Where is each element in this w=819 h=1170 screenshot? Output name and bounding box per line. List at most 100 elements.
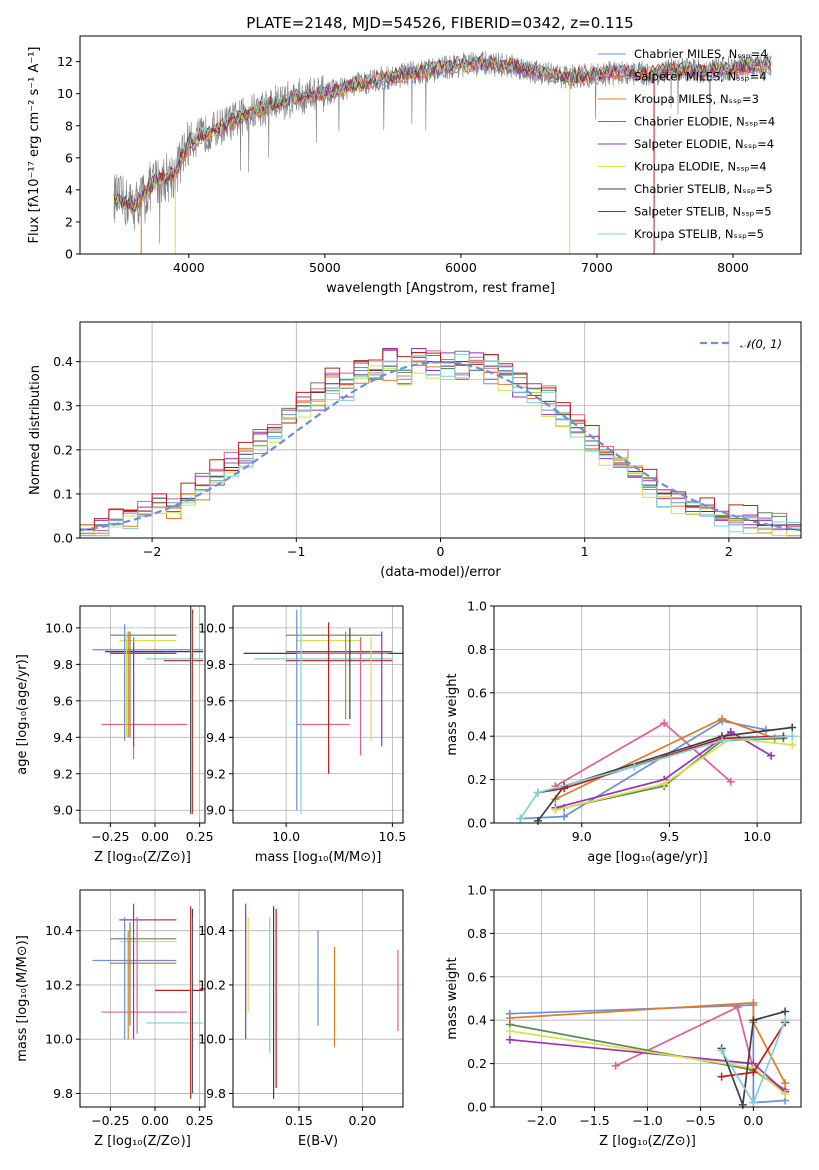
y-tick-label: 0.8 — [467, 642, 487, 657]
panel-7: 0.15 0.20 9.8 10.0 10.2 10.4 E(B-V) — [198, 889, 404, 1149]
y-tick-label: 0.0 — [467, 1100, 487, 1115]
y-tick-label: 0.2 — [467, 772, 487, 787]
y-tick-label: 10.4 — [45, 923, 73, 938]
series-line — [509, 1001, 786, 1084]
x-tick-label: 10.0 — [272, 829, 300, 844]
x-tick-label: −2 — [143, 544, 161, 559]
panel-8: −2.0 −1.5 −1.0 −0.5 0.0 0.0 0.2 0.4 0.6 0.8 1.0 Z [… — [445, 883, 802, 1149]
data-point — [749, 1098, 758, 1107]
y-tick-label: 9.2 — [53, 766, 73, 781]
series-line — [537, 726, 793, 822]
y-tick-label: 10.0 — [45, 1032, 73, 1047]
axes-frame — [232, 605, 404, 824]
x-tick-label: −1.0 — [632, 1113, 662, 1128]
data-point — [505, 1035, 514, 1044]
y-tick-label: 0.0 — [53, 531, 73, 546]
y-tick-label: 9.6 — [206, 693, 226, 708]
legend-entry: Salpeter STELIB, Nₛₛₚ=5 — [634, 205, 772, 219]
legend-entry: Kroupa STELIB, Nₛₛₚ=5 — [634, 227, 764, 241]
data-point — [781, 1007, 790, 1016]
y-tick-label: 9.8 — [53, 657, 73, 672]
axes-frame — [493, 605, 802, 824]
x-tick-label: 5000 — [309, 260, 341, 275]
data-point — [718, 736, 727, 745]
axes-frame — [79, 35, 802, 255]
plot-area — [516, 714, 797, 825]
y-tick-label: 10.0 — [198, 620, 226, 635]
histogram-step-line — [80, 353, 801, 537]
plot-area — [92, 606, 204, 814]
y-tick-label: 10.2 — [45, 977, 73, 992]
data-point — [611, 1061, 620, 1070]
y-tick-label: 2 — [65, 214, 73, 229]
y-tick-label: 0.4 — [53, 354, 73, 369]
y-tick-label: 6 — [65, 150, 73, 165]
model-spectrum-line — [113, 52, 772, 210]
data-point — [788, 732, 797, 741]
y-tick-label: 1.0 — [467, 883, 487, 898]
panel-5: 9.0 9.5 10.0 0.0 0.2 0.4 0.6 0.8 1.0 age [log₁₀(a… — [445, 599, 802, 865]
x-tick-label: −2.0 — [526, 1113, 556, 1128]
data-point — [533, 788, 542, 797]
series-line — [720, 1010, 786, 1106]
data-point — [551, 782, 560, 791]
x-tick-label: 10.0 — [743, 829, 771, 844]
y-tick-label: 0 — [65, 247, 73, 262]
x-tick-label: 0.0 — [743, 1113, 763, 1128]
x-tick-label: 10.5 — [378, 829, 406, 844]
legend-entry: Chabrier STELIB, Nₛₛₚ=5 — [634, 182, 773, 196]
panel-3: −0.25 0.00 0.25 9.0 9.2 9.4 9.6 9.8 10.0 Z [log₁₀… — [15, 605, 214, 865]
data-point — [767, 751, 776, 760]
y-tick-label: 0.2 — [467, 1056, 487, 1071]
axes-frame — [79, 605, 206, 824]
y-tick-label: 10.0 — [45, 620, 73, 635]
y-tick-label: 0.6 — [467, 969, 487, 984]
y-tick-label: 0.4 — [467, 729, 487, 744]
x-axis-label: age [log₁₀(age/yr)] — [587, 850, 708, 865]
plot-area — [245, 903, 399, 1099]
y-tick-label: 9.0 — [206, 803, 226, 818]
y-tick-label: 10.2 — [198, 977, 226, 992]
y-tick-label: 9.6 — [53, 693, 73, 708]
x-tick-label: 4000 — [173, 260, 205, 275]
y-axis-label: Flux [fλ10⁻¹⁷ erg cm⁻² s⁻¹ A⁻¹] — [27, 47, 42, 244]
y-tick-label: 4 — [65, 182, 73, 197]
y-tick-label: 8 — [65, 118, 73, 133]
legend-entry: Chabrier MILES, Nₛₛₚ=4 — [634, 47, 768, 61]
x-tick-label: 0.25 — [186, 829, 214, 844]
x-tick-label: 9.5 — [659, 829, 679, 844]
panel-1: 4000 5000 6000 7000 8000 0 2 4 6 8 10 12 wavelength … — [27, 14, 802, 296]
x-axis-label: Z [log₁₀(Z/Z⊙)] — [599, 1134, 696, 1149]
legend: 𝒩(0, 1) — [700, 337, 782, 351]
data-point — [630, 762, 639, 771]
y-tick-label: 0.4 — [467, 1013, 487, 1028]
y-axis-label: mass [log₁₀(M/M⊙)] — [15, 935, 30, 1062]
panel-4: 10.0 10.5 9.0 9.2 9.4 9.6 9.8 10.0 mass [log₁₀(M… — [198, 605, 406, 865]
x-tick-label: −0.5 — [685, 1113, 715, 1128]
normal-curve-line — [79, 360, 802, 532]
y-tick-label: 9.8 — [206, 657, 226, 672]
data-point — [749, 1068, 758, 1077]
y-tick-label: 12 — [57, 54, 73, 69]
series-line — [555, 717, 775, 800]
y-tick-label: 0.0 — [467, 816, 487, 831]
x-tick-label: −0.25 — [91, 1113, 129, 1128]
axes-frame — [232, 889, 404, 1108]
x-axis-label: E(B-V) — [298, 1134, 338, 1149]
data-point — [749, 998, 758, 1007]
y-tick-label: 10.4 — [198, 923, 226, 938]
legend-entry: Chabrier ELODIE, Nₛₛₚ=4 — [634, 115, 775, 129]
data-point — [788, 740, 797, 749]
y-tick-label: 0.2 — [53, 442, 73, 457]
data-point — [551, 805, 560, 814]
x-tick-label: 2 — [725, 544, 733, 559]
x-tick-label: 1 — [581, 544, 589, 559]
data-point — [718, 714, 727, 723]
x-tick-label: 0.15 — [285, 1113, 313, 1128]
data-point — [781, 1079, 790, 1088]
panel-6: −0.25 0.00 0.25 9.8 10.0 10.2 10.4 Z [log₁₀(Z/Z… — [15, 889, 214, 1149]
series-line — [555, 730, 772, 809]
legend: Chabrier MILES, Nₛₛₚ=4 Salpeter MILES, Nₛ… — [598, 47, 775, 241]
model-spectrum-line — [113, 53, 772, 210]
data-point — [781, 1089, 790, 1098]
